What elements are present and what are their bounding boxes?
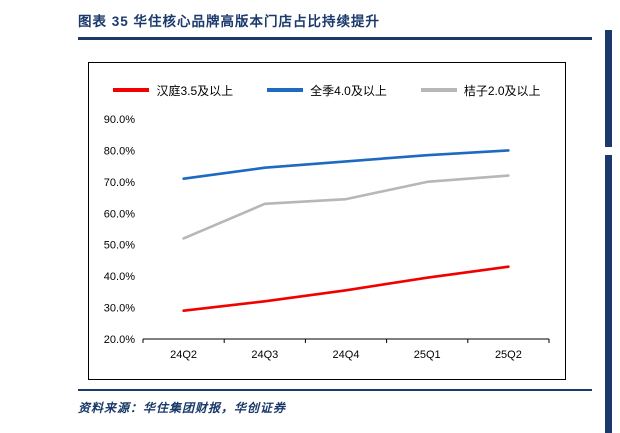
legend-swatch-blue (267, 88, 304, 92)
legend-item-hanting: 汉庭3.5及以上 (113, 82, 233, 99)
legend-swatch-red (113, 88, 150, 92)
footer-top-rule (78, 389, 592, 391)
svg-text:80.0%: 80.0% (104, 145, 135, 157)
right-edge-bar-top (605, 30, 612, 147)
line-chart: 20.0% 30.0% 40.0% 50.0% 60.0% 70.0% 80.0% 90.0%… (104, 114, 550, 361)
svg-text:70.0%: 70.0% (104, 177, 135, 189)
right-edge-bar-bottom (605, 155, 612, 433)
svg-text:60.0%: 60.0% (104, 208, 135, 220)
chart-title: 图表 35 华住核心品牌高版本门店占比持续提升 (78, 14, 381, 29)
legend-swatch-gray (420, 88, 457, 92)
chart-container: 汉庭3.5及以上 全季4.0及以上 桔子2.0及以上 20.0% 30.0% 40.… (88, 62, 566, 380)
legend-label: 汉庭3.5及以上 (156, 83, 234, 98)
svg-text:24Q2: 24Q2 (170, 349, 197, 361)
svg-text:40.0%: 40.0% (104, 271, 135, 283)
legend-label: 全季4.0及以上 (310, 83, 387, 98)
source-note: 资料来源：华住集团财报，华创证券 (78, 401, 287, 415)
svg-text:25Q2: 25Q2 (495, 349, 522, 361)
title-underline (78, 37, 592, 40)
svg-text:30.0%: 30.0% (104, 303, 135, 315)
svg-text:25Q1: 25Q1 (414, 349, 441, 361)
legend-item-juzi: 桔子2.0及以上 (420, 82, 541, 99)
legend-item-quanji: 全季4.0及以上 (267, 82, 387, 99)
svg-text:24Q4: 24Q4 (333, 349, 360, 361)
svg-text:20.0%: 20.0% (104, 334, 135, 346)
svg-text:90.0%: 90.0% (104, 114, 135, 126)
svg-text:24Q3: 24Q3 (251, 349, 278, 361)
svg-text:50.0%: 50.0% (104, 240, 135, 252)
legend-label: 桔子2.0及以上 (463, 83, 541, 98)
chart-legend: 汉庭3.5及以上 全季4.0及以上 桔子2.0及以上 (89, 63, 565, 103)
